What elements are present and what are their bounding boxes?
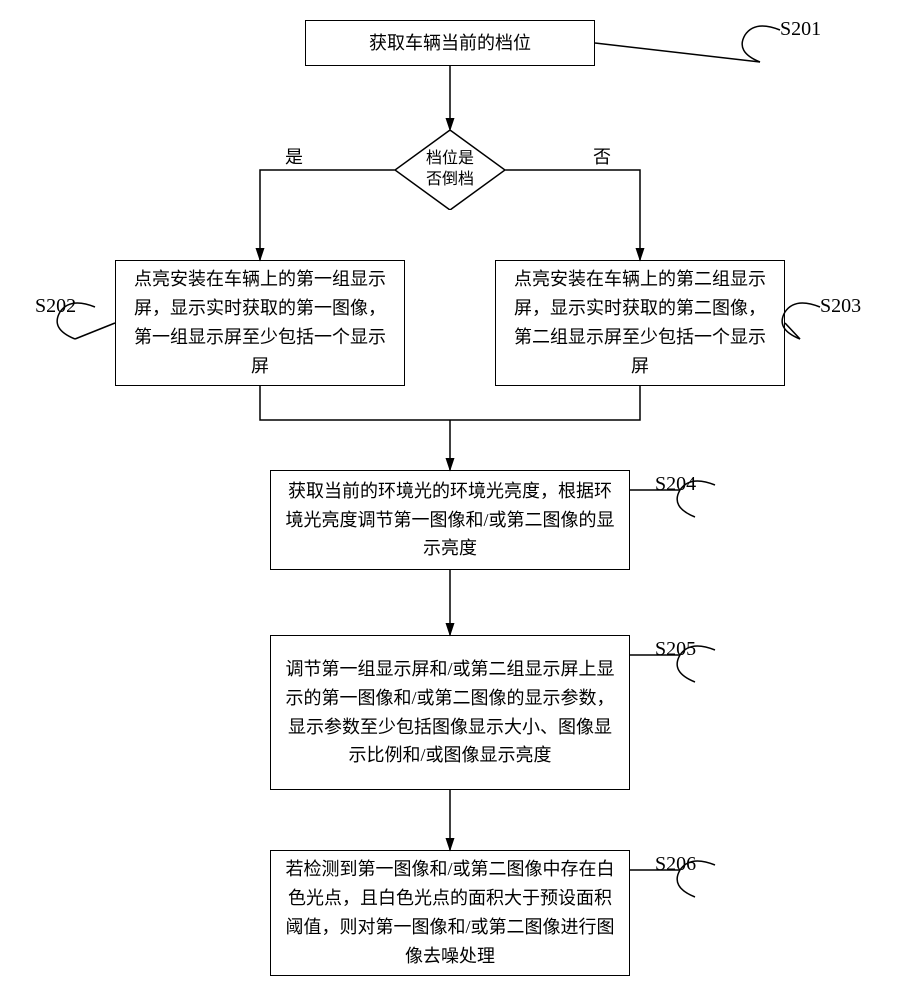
label-s206: S206 [655, 853, 696, 876]
label-s201: S201 [780, 18, 821, 41]
node-s203: 点亮安装在车辆上的第二组显示屏，显示实时获取的第二图像，第二组显示屏至少包括一个… [495, 260, 785, 386]
label-s205: S205 [655, 638, 696, 661]
node-s205: 调节第一组显示屏和/或第二组显示屏上显示的第一图像和/或第二图像的显示参数，显示… [270, 635, 630, 790]
decision-gear-reverse: 档位是 否倒档 [395, 130, 505, 210]
node-s205-text: 调节第一组显示屏和/或第二组显示屏上显示的第一图像和/或第二图像的显示参数，显示… [285, 655, 615, 770]
node-s206-text: 若检测到第一图像和/或第二图像中存在白色光点，且白色光点的面积大于预设面积阈值，… [285, 855, 615, 970]
node-s206: 若检测到第一图像和/或第二图像中存在白色光点，且白色光点的面积大于预设面积阈值，… [270, 850, 630, 976]
flowchart-canvas: 获取车辆当前的档位 档位是 否倒档 点亮安装在车辆上的第一组显示屏，显示实时获取… [0, 0, 924, 1000]
node-s201: 获取车辆当前的档位 [305, 20, 595, 66]
edge-yes-label: 是 [285, 143, 303, 169]
node-s204-text: 获取当前的环境光的环境光亮度，根据环境光亮度调节第一图像和/或第二图像的显示亮度 [285, 477, 615, 563]
node-s203-text: 点亮安装在车辆上的第二组显示屏，显示实时获取的第二图像，第二组显示屏至少包括一个… [510, 265, 770, 380]
label-s203: S203 [820, 295, 861, 318]
edge-no-label: 否 [593, 143, 611, 169]
node-s202-text: 点亮安装在车辆上的第一组显示屏，显示实时获取的第一图像，第一组显示屏至少包括一个… [130, 265, 390, 380]
label-s202: S202 [35, 295, 76, 318]
node-s202: 点亮安装在车辆上的第一组显示屏，显示实时获取的第一图像，第一组显示屏至少包括一个… [115, 260, 405, 386]
node-s204: 获取当前的环境光的环境光亮度，根据环境光亮度调节第一图像和/或第二图像的显示亮度 [270, 470, 630, 570]
decision-line2: 否倒档 [426, 170, 474, 191]
label-s204: S204 [655, 473, 696, 496]
node-s201-text: 获取车辆当前的档位 [369, 29, 531, 58]
decision-line1: 档位是 [426, 149, 474, 170]
